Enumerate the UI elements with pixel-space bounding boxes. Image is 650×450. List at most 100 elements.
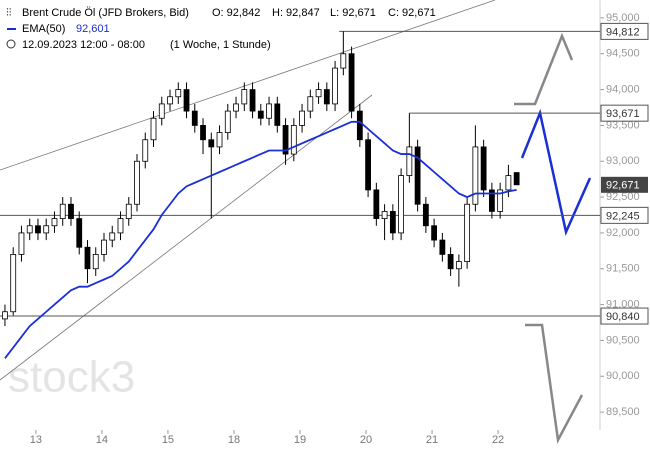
- candle-body: [398, 175, 405, 234]
- ohlc: O: 92,842: [212, 7, 260, 19]
- candle-body: [406, 146, 413, 176]
- candle-body: [480, 146, 487, 191]
- price-box: [600, 307, 649, 325]
- candle-body: [117, 218, 124, 234]
- y-tick-label: 92,500: [606, 191, 640, 203]
- candle-body: [142, 139, 149, 162]
- price-label: 94,812: [606, 26, 640, 38]
- candle-body: [257, 110, 264, 119]
- candle-body: [356, 110, 363, 141]
- x-tick-label: 22: [492, 434, 504, 446]
- trend-line: [0, 0, 496, 171]
- candle-body: [290, 125, 297, 155]
- candle-body: [464, 203, 471, 262]
- candle-body: [381, 211, 388, 219]
- y-tick-label: 93,000: [606, 155, 640, 167]
- candle-body: [224, 110, 231, 133]
- candle-body: [299, 110, 305, 126]
- price-label: 90,840: [606, 311, 640, 323]
- y-tick-label: 94,500: [606, 48, 640, 60]
- candle-body: [455, 261, 462, 270]
- candle-body: [92, 254, 99, 270]
- candle-body: [497, 189, 504, 212]
- candle-body: [18, 232, 25, 255]
- candle-body: [76, 218, 83, 248]
- candle-body: [241, 89, 248, 105]
- candle-body: [431, 225, 438, 241]
- candle-body: [348, 53, 355, 112]
- candle-body: [249, 89, 256, 112]
- candle-body: [191, 110, 198, 126]
- candle-body: [84, 246, 91, 270]
- candle-body: [513, 172, 520, 186]
- y-tick-label: 94,000: [606, 83, 640, 95]
- candle-body: [340, 53, 347, 69]
- legend: ⫶⫶ Brent Crude Öl (JFD Brokers, Bid) O: …: [6, 7, 436, 51]
- icon: ⫶⫶: [6, 7, 12, 19]
- candle-body: [472, 146, 479, 205]
- x-tick-label: 20: [360, 434, 372, 446]
- ohlc: H: 92,847: [272, 7, 320, 19]
- y-tick-label: 93,500: [606, 119, 640, 131]
- last-price-box: [601, 176, 648, 193]
- y-tick-label: 89,500: [606, 406, 640, 418]
- candle-body: [43, 225, 50, 234]
- candle-body: [282, 125, 289, 155]
- x-tick-label: 15: [162, 434, 174, 446]
- candle-body: [109, 232, 116, 241]
- y-tick-label: 90,500: [606, 334, 640, 346]
- candle-body: [422, 203, 429, 227]
- candle-body: [125, 203, 132, 219]
- candle-body: [175, 89, 182, 98]
- candle-body: [274, 103, 281, 126]
- candle-body: [505, 175, 512, 191]
- ohlc: L: 92,671: [330, 7, 376, 19]
- candle-body: [208, 139, 215, 148]
- candle-body: [35, 225, 41, 234]
- candle-body: [26, 225, 33, 234]
- price-label: 92,245: [606, 210, 640, 222]
- candle-body: [101, 239, 107, 255]
- candle-body: [233, 103, 239, 112]
- candle-body: [167, 96, 173, 105]
- period: 12.09.2023 12:00 - 08:00: [22, 39, 145, 51]
- candle-body: [307, 96, 314, 112]
- candle-body: [365, 139, 371, 191]
- projection-down: [525, 323, 584, 444]
- y-tick-label: 91,500: [606, 263, 640, 275]
- candle-body: [315, 89, 322, 98]
- candle-body: [2, 311, 8, 320]
- candle-body: [266, 103, 272, 119]
- y-tick-label: 91,000: [606, 298, 640, 310]
- interval: (1 Woche, 1 Stunde): [170, 39, 271, 51]
- x-tick-label: 14: [96, 434, 108, 446]
- clock-icon: [6, 39, 16, 49]
- trend-line: [0, 94, 373, 381]
- candle-body: [488, 189, 495, 212]
- candle-body: [414, 146, 421, 205]
- candle-body: [59, 203, 66, 219]
- x-tick-label: 19: [294, 434, 306, 446]
- x-tick-label: 13: [30, 434, 42, 446]
- price-box: [600, 22, 649, 40]
- last-price-label: 92,671: [606, 180, 640, 192]
- candle-body: [439, 239, 446, 255]
- candle-body: [200, 125, 206, 141]
- ema-line: [4, 120, 517, 359]
- candle-body: [10, 254, 17, 313]
- candle-body: [51, 218, 58, 227]
- projection-up: [514, 32, 574, 106]
- projections: [514, 32, 592, 444]
- price-box: [600, 104, 649, 122]
- candle-body: [332, 67, 338, 105]
- candle-body: [183, 89, 190, 112]
- y-tick-label: 95,000: [606, 12, 640, 24]
- ohlc: C: 92,671: [388, 7, 436, 19]
- indicator-value: 92,601: [76, 23, 110, 35]
- candle-body: [373, 189, 380, 219]
- y-tick-label: 90,000: [606, 370, 640, 382]
- candle-body: [68, 203, 74, 219]
